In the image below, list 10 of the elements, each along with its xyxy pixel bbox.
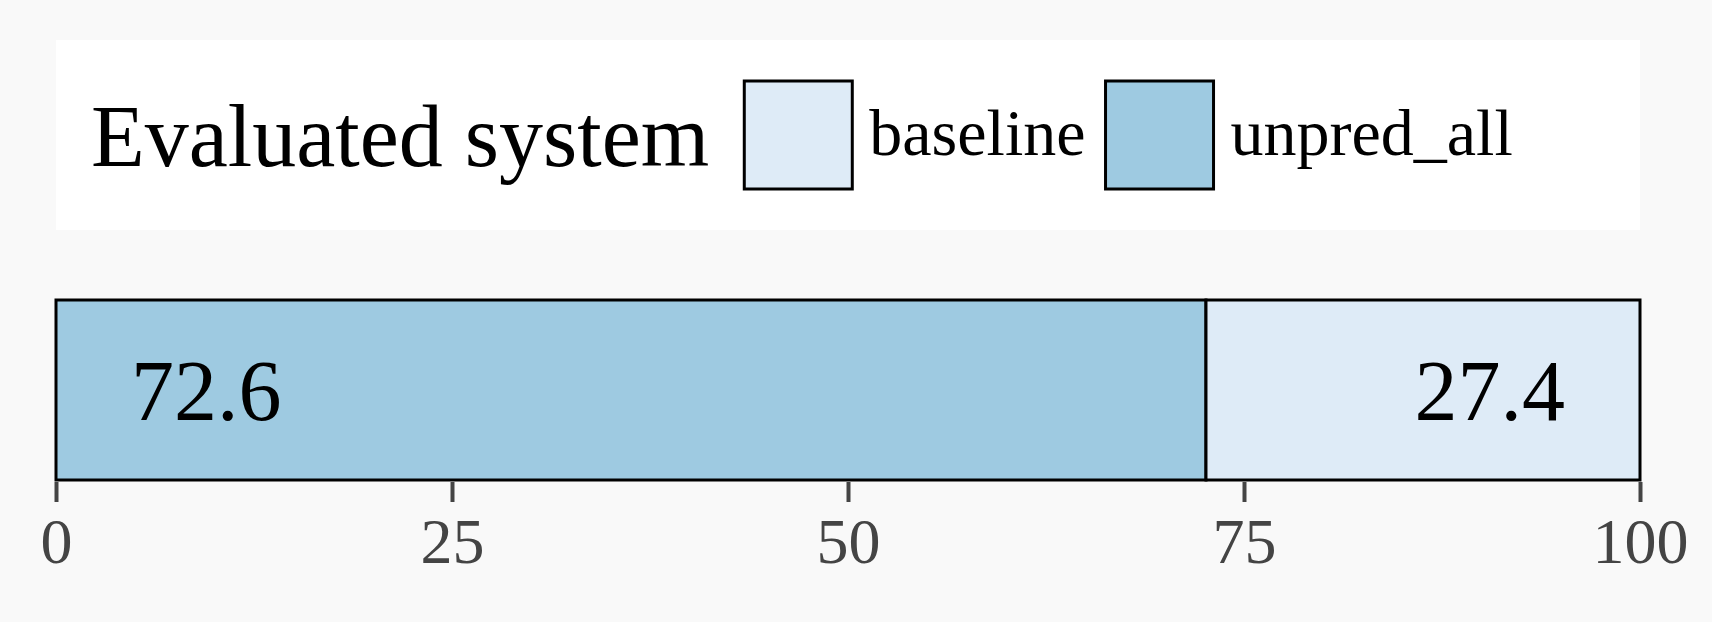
legend-label: baseline [869, 95, 1086, 169]
x-tick-label: 25 [420, 505, 485, 577]
x-tick-label: 50 [816, 505, 881, 577]
data-label: 72.6 [131, 343, 282, 440]
legend-label: unpred_all [1230, 95, 1513, 169]
x-tick-label: 0 [40, 505, 73, 577]
data-label: 27.4 [1414, 343, 1565, 440]
legend-title: Evaluated system [91, 87, 710, 185]
x-tick-label: 75 [1212, 505, 1277, 577]
x-tick-label: 100 [1592, 505, 1689, 577]
